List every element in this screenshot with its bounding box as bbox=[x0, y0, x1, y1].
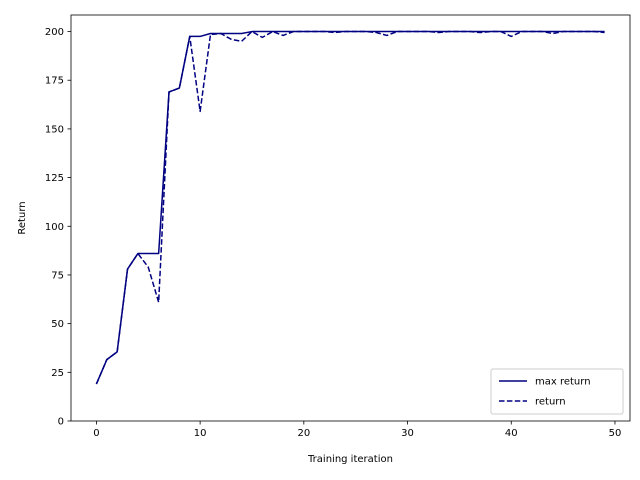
x-tick-label: 40 bbox=[505, 428, 518, 439]
legend-label-return: return bbox=[535, 397, 566, 408]
y-tick-label: 200 bbox=[45, 27, 64, 38]
y-tick-label: 25 bbox=[51, 368, 64, 379]
y-tick-label: 175 bbox=[45, 76, 64, 87]
y-tick-label: 50 bbox=[51, 319, 64, 330]
legend: max return return bbox=[490, 368, 624, 415]
x-tick-label: 30 bbox=[401, 428, 414, 439]
x-tick-label: 20 bbox=[297, 428, 310, 439]
x-tick-label: 0 bbox=[93, 428, 99, 439]
series-line-max-return bbox=[95, 30, 605, 385]
plot-area bbox=[70, 14, 631, 422]
y-tick-label: 125 bbox=[45, 173, 64, 184]
x-tick-label: 10 bbox=[194, 428, 207, 439]
y-tick-label: 75 bbox=[51, 270, 64, 281]
x-tick-label: 50 bbox=[609, 428, 622, 439]
plot-frame bbox=[70, 14, 631, 422]
series-line-return bbox=[95, 30, 605, 385]
x-axis-label: Training iteration bbox=[307, 454, 393, 465]
y-tick-label: 150 bbox=[45, 124, 64, 135]
legend-label-max-return: max return bbox=[535, 377, 591, 388]
y-tick-label: 100 bbox=[45, 222, 64, 233]
y-axis-label: Return bbox=[17, 201, 28, 234]
y-axis: 0 25 50 75 100 125 150 175 200 bbox=[45, 27, 71, 428]
x-axis: 0 10 20 30 40 50 bbox=[93, 421, 621, 439]
y-tick-label: 0 bbox=[58, 417, 64, 428]
series-layer bbox=[95, 30, 605, 385]
